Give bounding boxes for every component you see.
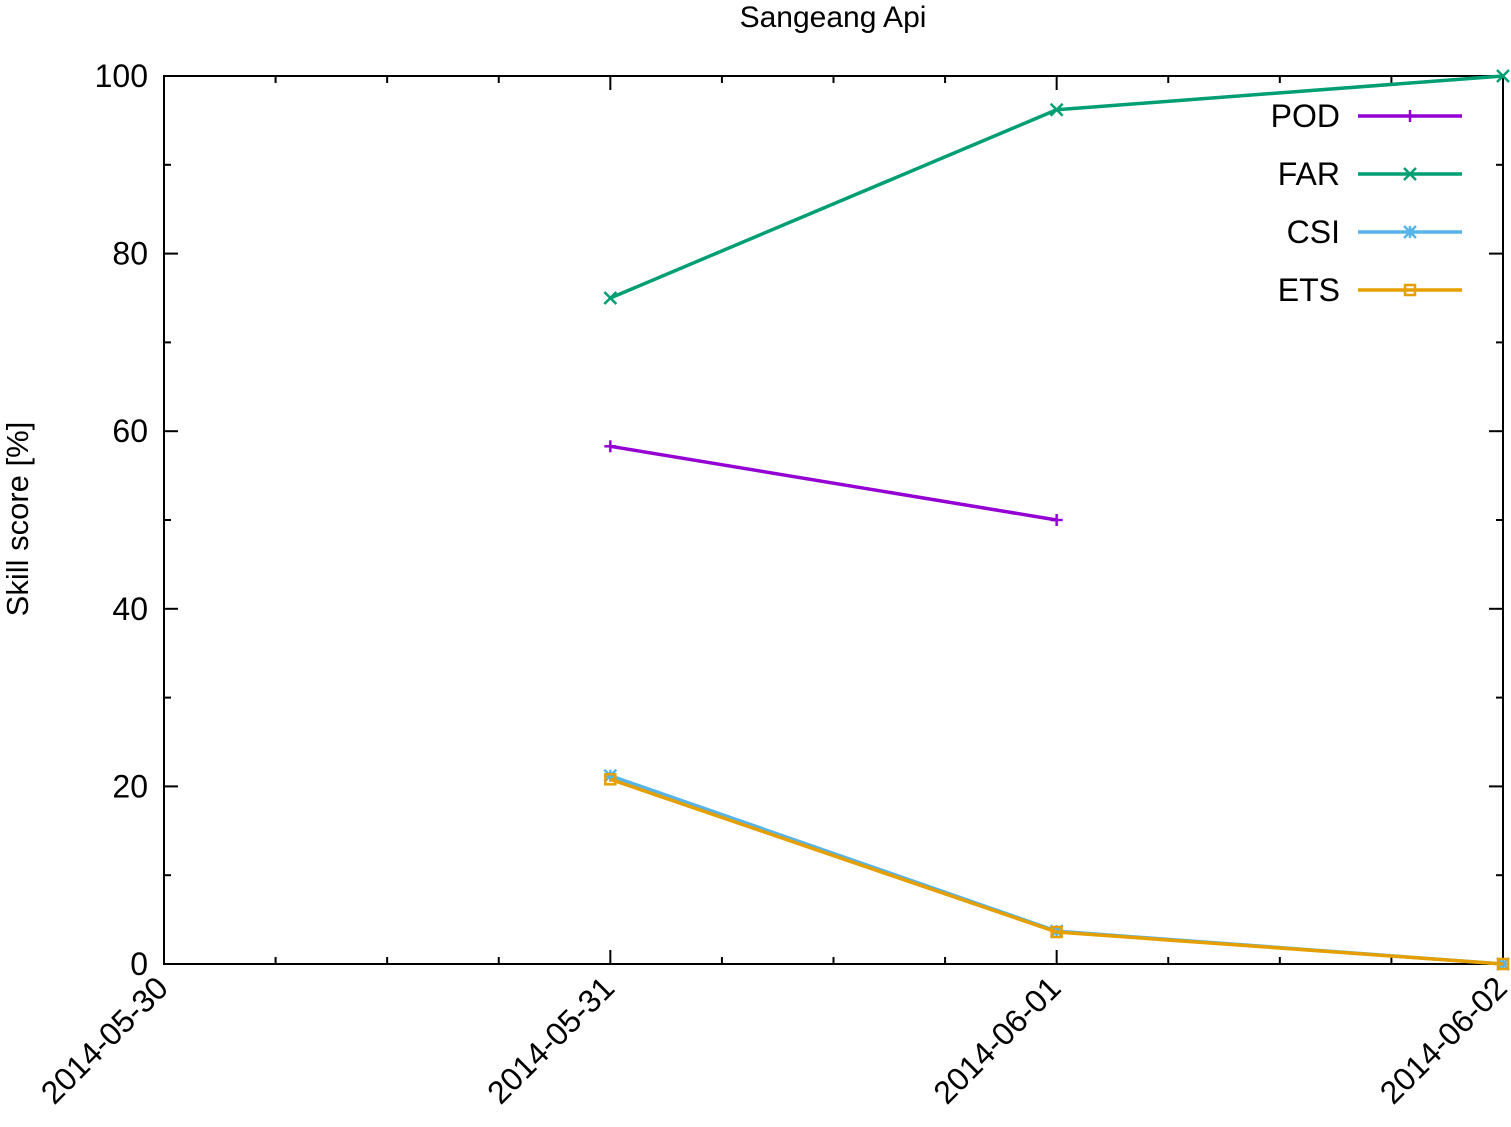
legend-label-far: FAR <box>1278 156 1340 192</box>
series-far-point-stroke <box>1049 102 1064 117</box>
series-layer <box>603 69 1510 971</box>
y-tick-label: 100 <box>95 58 148 94</box>
series-ets-point-stroke <box>1496 957 1510 971</box>
series-far-point <box>1049 102 1064 117</box>
series-pod <box>604 440 1063 526</box>
series-csi <box>603 768 1510 971</box>
legend-label-ets: ETS <box>1278 272 1340 308</box>
y-tick-label: 0 <box>130 946 148 982</box>
series-ets-point <box>604 773 617 786</box>
series-far-point <box>1496 69 1510 83</box>
y-tick-label: 20 <box>112 768 148 804</box>
x-tick-label: 2014-05-31 <box>480 969 621 1110</box>
series-ets-point <box>1050 925 1063 939</box>
plot-frame <box>163 75 1504 965</box>
x-tick-label: 2014-06-02 <box>1373 969 1511 1110</box>
series-ets-point-stroke <box>1050 925 1063 939</box>
series-ets-point <box>1496 957 1510 971</box>
series-far <box>603 69 1510 305</box>
legend-marker-pod <box>1404 110 1416 122</box>
series-ets <box>604 773 1510 971</box>
legend-marker-csi-stroke <box>1403 225 1417 239</box>
series-ets-line <box>609 777 1504 966</box>
series-far-point <box>603 291 618 305</box>
x-tick-label: 2014-06-01 <box>926 969 1067 1110</box>
x-tick-label: 2014-05-30 <box>34 969 175 1110</box>
legend-marker-far <box>1403 167 1417 181</box>
series-pod-line <box>610 444 1057 522</box>
legend-label-csi: CSI <box>1287 214 1340 250</box>
y-axis-label: Skill score [%] <box>0 422 35 617</box>
series-pod-point <box>1050 514 1063 526</box>
series-pod-point <box>604 440 617 453</box>
legend-marker-ets-stroke <box>1403 283 1417 297</box>
legend: POD FAR CSI ETS <box>1271 98 1462 308</box>
series-ets-point-stroke <box>604 773 617 786</box>
legend-marker-csi <box>1403 225 1417 239</box>
series-far-point-stroke <box>1496 69 1510 83</box>
legend-marker-far-stroke <box>1403 167 1417 181</box>
y-tick-label: 60 <box>112 413 148 449</box>
chart-title: Sangeang Api <box>740 1 927 34</box>
series-far-point-stroke <box>603 291 618 305</box>
legend-marker-ets <box>1403 283 1417 297</box>
y-tick-label: 80 <box>112 236 148 272</box>
legend-label-pod: POD <box>1271 98 1340 134</box>
y-tick-label: 40 <box>112 591 148 627</box>
